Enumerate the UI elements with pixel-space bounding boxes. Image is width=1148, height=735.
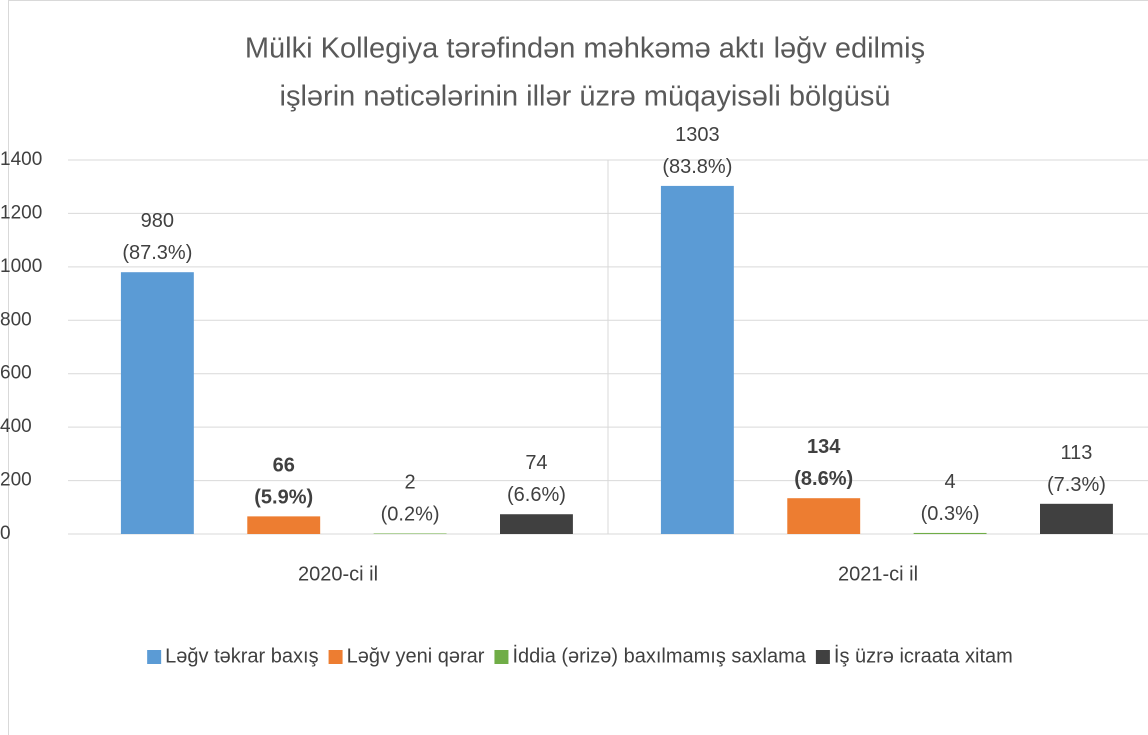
data-label: 1303 (83.8%) xyxy=(662,124,732,178)
bar xyxy=(500,514,573,534)
chart-border xyxy=(8,0,1148,735)
y-tick-label: 1000 xyxy=(0,256,42,277)
y-tick-label: 1200 xyxy=(0,202,42,223)
x-tick-label: 2021-ci il xyxy=(838,563,918,585)
legend-label: Ləğv təkrar baxış xyxy=(165,645,318,667)
legend-swatch xyxy=(494,650,509,664)
data-label: 74 (6.6%) xyxy=(507,453,566,507)
x-tick-label: 2020-ci il xyxy=(298,563,378,585)
legend-swatch xyxy=(328,650,343,664)
bar xyxy=(120,272,194,534)
chart-title: Mülki Kollegiya tərəfindən məhkəmə aktı … xyxy=(245,33,925,65)
y-tick-label: 0 xyxy=(0,523,11,544)
legend-label: İş üzrə icraata xitam xyxy=(834,644,1013,667)
bar xyxy=(247,516,321,534)
bar xyxy=(1040,503,1113,534)
y-tick-label: 1400 xyxy=(0,149,42,170)
data-label: 134 (8.6%) xyxy=(794,436,853,490)
data-label: 980 (87.3%) xyxy=(122,210,192,264)
bar xyxy=(660,185,734,535)
chart-title: işlərin nəticələrinin illər üzrə müqayis… xyxy=(280,81,891,113)
y-tick-label: 400 xyxy=(0,416,32,437)
data-label: 113 (7.3%) xyxy=(1047,442,1106,496)
bar xyxy=(787,498,861,534)
legend-label: İddia (ərizə) baxılmamış saxlama xyxy=(512,644,806,667)
data-label: 4 (0.3%) xyxy=(921,471,980,525)
y-tick-label: 600 xyxy=(0,363,32,384)
y-tick-label: 800 xyxy=(0,309,32,330)
y-tick-label: 200 xyxy=(0,470,32,491)
bar xyxy=(373,533,447,534)
legend-swatch xyxy=(147,650,162,664)
bar xyxy=(913,532,987,534)
data-label: 2 (0.2%) xyxy=(381,472,440,526)
legend-swatch xyxy=(815,650,830,664)
legend-label: Ləğv yeni qərar xyxy=(347,645,485,667)
data-label: 66 (5.9%) xyxy=(254,455,313,509)
